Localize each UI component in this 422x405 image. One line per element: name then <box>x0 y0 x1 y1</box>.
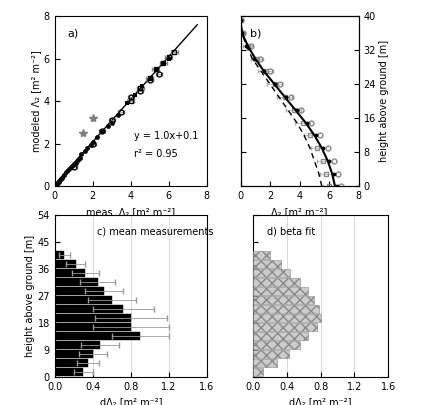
Point <box>99 128 106 134</box>
Point <box>55 179 62 185</box>
Bar <box>253 269 290 277</box>
Point <box>78 151 85 158</box>
Bar <box>55 296 112 304</box>
Point <box>114 112 121 118</box>
Point <box>74 156 81 163</box>
Point <box>76 154 83 161</box>
Y-axis label: height above ground [m]: height above ground [m] <box>379 40 389 162</box>
Bar <box>253 368 263 376</box>
Bar <box>55 341 100 349</box>
Point <box>93 134 100 141</box>
Text: b): b) <box>250 29 261 38</box>
Text: r² = 0.95: r² = 0.95 <box>134 149 178 160</box>
Bar <box>253 350 289 358</box>
Point <box>67 165 73 171</box>
Bar <box>55 278 97 286</box>
Bar <box>253 305 319 313</box>
Text: c) mean measurements: c) mean measurements <box>97 226 214 236</box>
X-axis label: dΛ₂ [m² m⁻²]: dΛ₂ [m² m⁻²] <box>100 397 162 405</box>
Point <box>108 119 115 126</box>
Bar <box>55 260 76 268</box>
Point <box>68 163 75 169</box>
Point <box>61 171 68 178</box>
Bar <box>253 314 321 322</box>
Point <box>70 161 77 167</box>
Point <box>63 169 70 176</box>
Bar <box>253 278 300 286</box>
Text: a): a) <box>67 29 78 38</box>
Text: y = 1.0x+0.1: y = 1.0x+0.1 <box>134 131 198 141</box>
Point <box>131 92 138 98</box>
Bar <box>55 350 93 358</box>
Bar <box>55 314 131 322</box>
Bar <box>253 260 281 268</box>
Point <box>139 83 146 90</box>
Y-axis label: modeled Λ₂ [m² m⁻²]: modeled Λ₂ [m² m⁻²] <box>31 50 41 152</box>
X-axis label: Λ₂ [m² m⁻²]: Λ₂ [m² m⁻²] <box>271 207 328 217</box>
Bar <box>253 323 316 331</box>
Text: d) beta fit: d) beta fit <box>267 226 315 236</box>
Bar <box>55 251 65 259</box>
Point <box>73 160 79 166</box>
Bar <box>253 251 270 259</box>
X-axis label: meas. Λ₂ [m² m⁻²]: meas. Λ₂ [m² m⁻²] <box>86 207 176 217</box>
Bar <box>253 359 277 367</box>
Point <box>124 100 130 107</box>
Point <box>59 175 66 181</box>
Point <box>152 66 159 72</box>
Bar <box>253 296 314 304</box>
Point <box>89 139 96 145</box>
Bar <box>55 305 123 313</box>
Bar <box>253 287 308 295</box>
Point <box>146 75 153 81</box>
Bar <box>55 368 84 376</box>
Point <box>84 145 91 151</box>
Bar <box>55 287 104 295</box>
Bar <box>55 323 131 331</box>
Bar <box>55 332 140 340</box>
X-axis label: dΛ₂ [m² m⁻²]: dΛ₂ [m² m⁻²] <box>289 397 352 405</box>
Bar <box>55 269 85 277</box>
Point <box>105 122 111 129</box>
Bar <box>55 359 88 367</box>
Point <box>57 176 64 182</box>
Y-axis label: height above ground [m]: height above ground [m] <box>25 234 35 357</box>
Point <box>165 55 172 62</box>
Point <box>53 181 60 188</box>
Point <box>82 148 89 154</box>
Bar <box>253 341 300 349</box>
Point <box>160 60 167 66</box>
Point <box>65 167 72 174</box>
Point <box>88 142 95 148</box>
Bar <box>253 332 308 340</box>
